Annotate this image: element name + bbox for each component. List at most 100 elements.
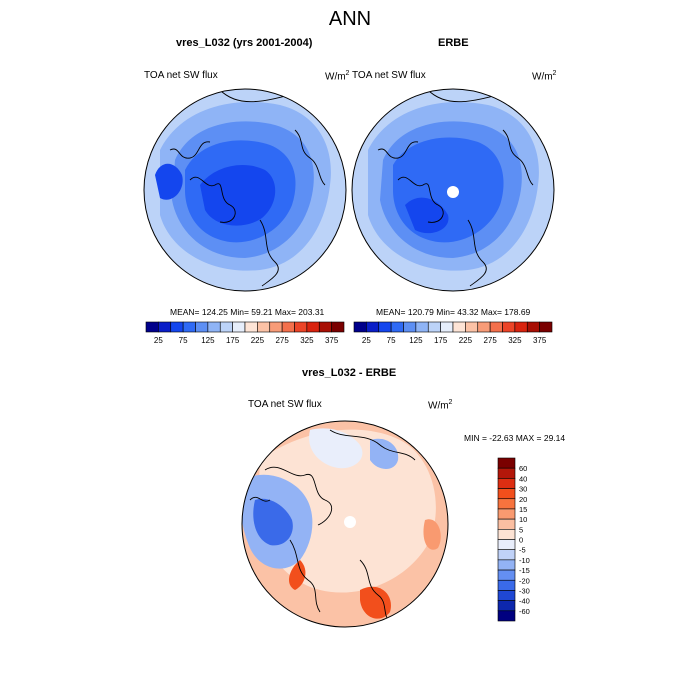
colorbar-obs-swatch <box>378 321 392 333</box>
colorbar-model-swatch <box>182 321 196 333</box>
colorbar-model-swatch <box>195 321 209 333</box>
colorbar-diff-swatch <box>497 549 516 561</box>
panel3-title: vres_L032 - ERBE <box>302 367 397 379</box>
colorbar-diff-tick-label: 10 <box>519 515 527 524</box>
colorbar-model-swatch <box>244 321 258 333</box>
colorbar-diff-swatch <box>497 590 516 601</box>
panel3-units: W/m2 <box>428 399 453 412</box>
colorbar-diff-tick-label: -15 <box>519 566 530 575</box>
colorbar-obs-swatch <box>440 321 454 333</box>
panel2-stats: MEAN= 120.79 Min= 43.32 Max= 178.69 <box>376 307 531 317</box>
colorbar-model-swatch <box>207 321 221 333</box>
colorbar-diff-swatch <box>497 610 516 622</box>
colorbar-obs-tick-label: 175 <box>434 336 448 345</box>
colorbar-diff-tick-label: 5 <box>519 525 523 534</box>
colorbar-model-tick-label: 25 <box>154 336 163 345</box>
colorbar-obs-swatch <box>539 321 553 333</box>
colorbar-obs-swatch <box>489 321 503 333</box>
colorbar-obs-swatch <box>427 321 441 333</box>
colorbar-diff-tick-label: -20 <box>519 576 530 585</box>
colorbar-obs-swatch <box>477 321 491 333</box>
colorbar-diff-swatch <box>497 467 516 479</box>
map-diff-border <box>241 420 449 628</box>
colorbar-obs-tick-label: 225 <box>459 336 473 345</box>
colorbar-obs-swatch <box>390 321 404 333</box>
colorbar-obs-tick-label: 25 <box>362 336 371 345</box>
colorbar-model-swatch <box>145 321 159 333</box>
colorbar-model-swatch <box>257 321 271 333</box>
figure-title: ANN <box>328 8 372 30</box>
colorbar-obs-tick-label: 325 <box>508 336 522 345</box>
colorbar-diff-tick-label: 15 <box>519 505 527 514</box>
colorbar-obs: 25 75 125 175 225 275 325 375 <box>353 321 553 345</box>
colorbar-diff-tick-label: 30 <box>519 485 527 494</box>
colorbar-diff-tick-label: -5 <box>519 546 526 555</box>
panel1-variable-label: TOA net SW flux <box>144 70 218 81</box>
panel2-units: W/m2 <box>532 70 557 83</box>
colorbar-obs-swatch <box>502 321 516 333</box>
colorbar-diff-swatch <box>497 498 516 510</box>
colorbar-obs-swatch <box>415 321 429 333</box>
colorbar-model-tick-label: 275 <box>275 336 289 345</box>
colorbar-obs-swatch <box>403 321 417 333</box>
colorbar-model-swatch <box>219 321 233 333</box>
panel1-stats: MEAN= 124.25 Min= 59.21 Max= 203.31 <box>170 307 325 317</box>
colorbar-diff-swatch <box>497 478 516 489</box>
colorbar-diff-swatch <box>497 457 516 469</box>
colorbar-model-swatch <box>170 321 184 333</box>
colorbar-obs-swatch <box>465 321 479 333</box>
colorbar-obs-swatch <box>366 321 380 333</box>
colorbar-model-tick-label: 325 <box>300 336 314 345</box>
colorbar-obs-swatch <box>452 321 466 333</box>
colorbar-diff-tick-label: -60 <box>519 607 530 616</box>
colorbar-model-swatch <box>232 321 246 333</box>
colorbar-model-tick-label: 75 <box>179 336 188 345</box>
panel3-stats: MIN = -22.63 MAX = 29.14 <box>464 433 566 443</box>
colorbar-diff-swatch <box>497 600 516 612</box>
colorbar-obs-tick-label: 75 <box>387 336 396 345</box>
colorbar-diff-tick-label: -10 <box>519 556 530 565</box>
colorbar-obs-swatch <box>526 321 540 333</box>
colorbar-obs-tick-label: 125 <box>409 336 423 345</box>
colorbar-model-swatch <box>158 321 172 333</box>
panel2-variable-label: TOA net SW flux <box>352 70 426 81</box>
colorbar-diff-tick-label: 20 <box>519 495 527 504</box>
panel1-title: vres_L032 (yrs 2001-2004) <box>176 37 313 49</box>
colorbar-diff-tick-label: 40 <box>519 474 527 483</box>
colorbar-diff-swatch <box>497 518 516 530</box>
colorbar-diff-tick-label: 60 <box>519 464 527 473</box>
colorbar-obs-swatch <box>514 321 528 333</box>
colorbar-model-swatch <box>318 321 332 333</box>
map-model <box>144 89 346 291</box>
map-obs <box>352 89 554 291</box>
colorbar-model-tick-label: 375 <box>325 336 339 345</box>
colorbar-model-swatch <box>331 321 345 333</box>
colorbar-diff-swatch <box>497 539 516 550</box>
colorbar-diff-swatch <box>497 508 516 520</box>
map-obs-polar-gap <box>447 186 459 198</box>
colorbar-diff-tick-label: 0 <box>519 536 523 545</box>
colorbar-diff-swatch <box>497 569 516 581</box>
colorbar-diff-tick-label: -40 <box>519 597 530 606</box>
colorbar-obs-swatch <box>353 321 367 333</box>
colorbar-diff-tick-label: -30 <box>519 586 530 595</box>
panel2-title: ERBE <box>438 37 469 49</box>
map-diff-polar-gap <box>344 516 356 528</box>
colorbar-diff-swatch <box>497 488 516 500</box>
panel1-units: W/m2 <box>325 70 350 83</box>
colorbar-model-tick-label: 225 <box>251 336 265 345</box>
colorbar-model-swatch <box>281 321 295 333</box>
map-obs-border <box>351 88 555 292</box>
map-diff <box>242 421 448 627</box>
colorbar-diff-swatch <box>497 529 516 540</box>
colorbar-model-tick-label: 125 <box>201 336 215 345</box>
colorbar-obs-tick-label: 275 <box>483 336 497 345</box>
colorbar-model-swatch <box>294 321 308 333</box>
colorbar-model-swatch <box>306 321 320 333</box>
map-model-border <box>143 88 347 292</box>
panel3-variable-label: TOA net SW flux <box>248 399 322 410</box>
colorbar-model: 25 75 125 175 225 275 325 375 <box>145 321 345 345</box>
colorbar-diff-swatch <box>497 579 516 591</box>
